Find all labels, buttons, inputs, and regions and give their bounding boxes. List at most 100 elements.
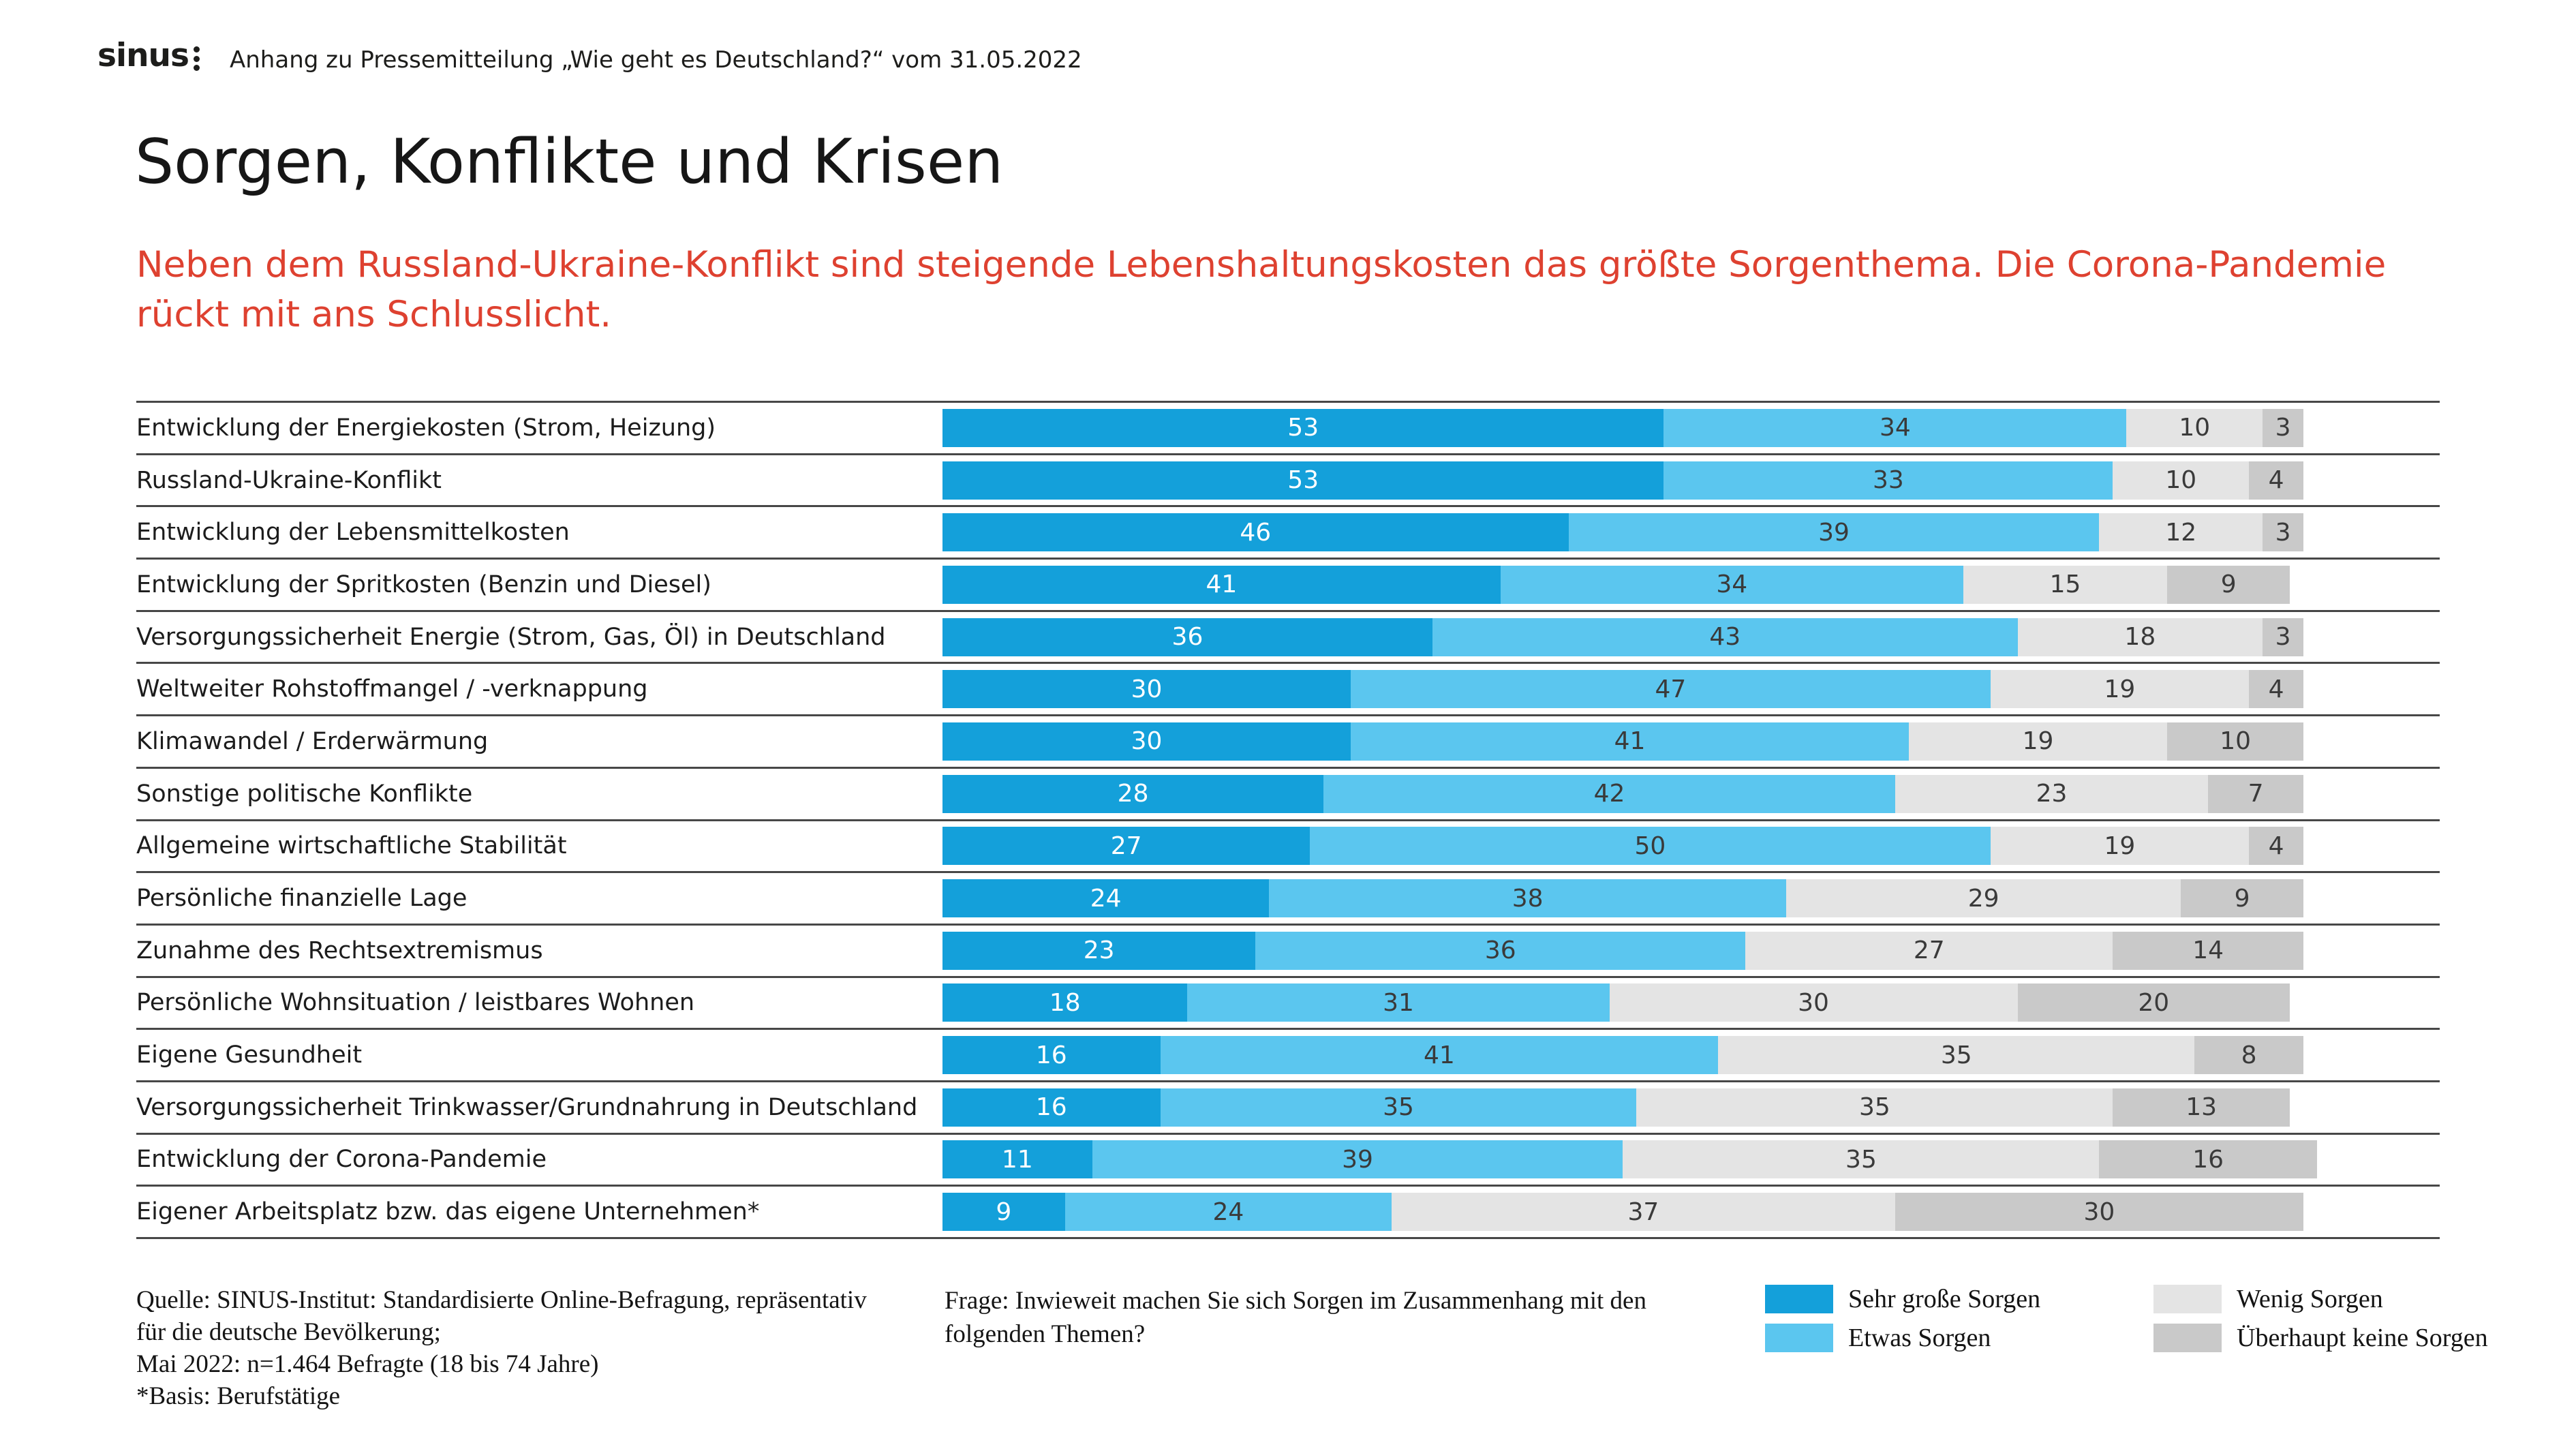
bar-segment-sehr-gro-e-sorgen: 36 bbox=[942, 617, 1432, 656]
stacked-bar: 30 41 19 10 bbox=[942, 722, 2303, 761]
bar-segment-etwas-sorgen: 24 bbox=[1064, 1193, 1392, 1232]
subtitle: Neben dem Russland-Ukraine-Konflikt sind… bbox=[136, 244, 2387, 336]
row-label: Allgemeine wirtschaftliche Stabilität bbox=[136, 832, 567, 860]
chart-row: Entwicklung der Corona-Pandemie 11 39 35 16 bbox=[136, 1132, 2440, 1185]
chart-row: Persönliche finanzielle Lage 24 38 29 9 bbox=[136, 871, 2440, 924]
bar-segment-etwas-sorgen: 34 bbox=[1663, 408, 2127, 447]
stacked-bar: 18 31 30 20 bbox=[942, 983, 2290, 1022]
stacked-bar: 28 42 23 7 bbox=[942, 774, 2303, 813]
legend-label: Überhaupt keine Sorgen bbox=[2237, 1324, 2488, 1352]
legend-label: Wenig Sorgen bbox=[2237, 1285, 2383, 1313]
row-label: Sonstige politische Konflikte bbox=[136, 780, 473, 808]
bar-segment-etwas-sorgen: 31 bbox=[1187, 983, 1610, 1022]
row-label: Persönliche Wohnsituation / leistbares W… bbox=[136, 989, 695, 1017]
bar-segment-etwas-sorgen: 41 bbox=[1351, 722, 1909, 761]
row-label: Entwicklung der Spritkosten (Benzin und … bbox=[136, 570, 711, 598]
bar-segment-sehr-gro-e-sorgen: 30 bbox=[942, 670, 1351, 709]
bar-segment-wenig-sorgen: 19 bbox=[1908, 722, 2168, 761]
bar-segment-etwas-sorgen: 43 bbox=[1432, 617, 2018, 656]
source-line: Mai 2022: n=1.464 Befragte (18 bis 74 Ja… bbox=[136, 1350, 599, 1378]
chart-row: Entwicklung der Lebensmittelkosten 46 39 12… bbox=[136, 505, 2440, 558]
bar-segment-berhaupt-keine-sorgen: 4 bbox=[2249, 461, 2303, 500]
source-line: Quelle: SINUS-Institut: Standardisierte … bbox=[136, 1286, 867, 1314]
source-line: *Basis: Berufstätige bbox=[136, 1382, 341, 1410]
chart-row: Persönliche Wohnsituation / leistbares W… bbox=[136, 975, 2440, 1028]
chart-row: Eigener Arbeitsplatz bzw. das eigene Unt… bbox=[136, 1185, 2440, 1237]
row-label: Entwicklung der Corona-Pandemie bbox=[136, 1146, 547, 1174]
bar-segment-sehr-gro-e-sorgen: 27 bbox=[942, 827, 1310, 866]
chart-row: Weltweiter Rohstoffmangel / -verknappung… bbox=[136, 662, 2440, 714]
row-label: Zunahme des Rechtsextremismus bbox=[136, 936, 543, 964]
bar-segment-wenig-sorgen: 27 bbox=[1745, 931, 2113, 970]
bar-segment-wenig-sorgen: 19 bbox=[1990, 670, 2250, 709]
chart-row: Klimawandel / Erderwärmung 30 41 19 10 bbox=[136, 714, 2440, 767]
row-label: Persönliche finanzielle Lage bbox=[136, 885, 467, 913]
bar-segment-etwas-sorgen: 41 bbox=[1160, 1036, 1719, 1075]
stacked-bar-chart: Entwicklung der Energiekosten (Strom, He… bbox=[136, 401, 2440, 1239]
stacked-bar: 53 34 10 3 bbox=[942, 408, 2303, 447]
bar-segment-berhaupt-keine-sorgen: 20 bbox=[2017, 983, 2290, 1022]
row-label: Versorgungssicherheit Trinkwasser/Grundn… bbox=[136, 1093, 918, 1121]
legend-column-gray: Wenig Sorgen Überhaupt keine Sorgen bbox=[2153, 1284, 2488, 1362]
bar-segment-wenig-sorgen: 37 bbox=[1391, 1193, 1895, 1232]
bar-segment-etwas-sorgen: 47 bbox=[1351, 670, 1991, 709]
source-line: für die deutsche Bevölkerung; bbox=[136, 1318, 441, 1346]
bar-segment-wenig-sorgen: 12 bbox=[2099, 513, 2263, 552]
row-label: Entwicklung der Energiekosten (Strom, He… bbox=[136, 414, 716, 442]
bar-segment-etwas-sorgen: 35 bbox=[1160, 1088, 1637, 1127]
row-label: Eigener Arbeitsplatz bzw. das eigene Unt… bbox=[136, 1198, 760, 1226]
legend-item-berhaupt-keine-sorgen: Überhaupt keine Sorgen bbox=[2153, 1323, 2488, 1353]
legend-swatch-icon bbox=[2153, 1285, 2222, 1313]
bar-segment-etwas-sorgen: 39 bbox=[1568, 513, 2100, 552]
question-line: folgenden Themen? bbox=[945, 1320, 1146, 1348]
sinus-logo-dots-icon bbox=[193, 46, 200, 71]
bar-segment-berhaupt-keine-sorgen: 4 bbox=[2249, 670, 2303, 709]
bar-segment-berhaupt-keine-sorgen: 7 bbox=[2208, 774, 2303, 813]
bar-segment-wenig-sorgen: 19 bbox=[1990, 827, 2250, 866]
legend-swatch-icon bbox=[1765, 1324, 1833, 1352]
legend-item-sehr-gro-e-sorgen: Sehr große Sorgen bbox=[1765, 1284, 2040, 1314]
bar-segment-sehr-gro-e-sorgen: 16 bbox=[942, 1088, 1161, 1127]
bar-segment-etwas-sorgen: 42 bbox=[1323, 774, 1895, 813]
bar-segment-wenig-sorgen: 30 bbox=[1609, 983, 2018, 1022]
legend-label: Etwas Sorgen bbox=[1848, 1324, 1991, 1352]
stacked-bar: 16 35 35 13 bbox=[942, 1088, 2290, 1127]
bar-segment-berhaupt-keine-sorgen: 10 bbox=[2167, 722, 2303, 761]
bar-segment-etwas-sorgen: 50 bbox=[1310, 827, 1991, 866]
question-line: Frage: Inwieweit machen Sie sich Sorgen … bbox=[945, 1287, 1646, 1315]
bar-segment-wenig-sorgen: 10 bbox=[2126, 408, 2263, 447]
bar-segment-wenig-sorgen: 15 bbox=[1963, 565, 2168, 604]
stacked-bar: 30 47 19 4 bbox=[942, 670, 2303, 709]
sinus-logo-text: sinus bbox=[97, 37, 189, 74]
bar-segment-wenig-sorgen: 35 bbox=[1636, 1088, 2113, 1127]
bar-segment-sehr-gro-e-sorgen: 46 bbox=[942, 513, 1569, 552]
bar-segment-berhaupt-keine-sorgen: 4 bbox=[2249, 827, 2303, 866]
bar-segment-etwas-sorgen: 38 bbox=[1269, 879, 1787, 918]
chart-row: Sonstige politische Konflikte 28 42 23 7 bbox=[136, 766, 2440, 819]
stacked-bar: 41 34 15 9 bbox=[942, 565, 2290, 604]
chart-row: Russland-Ukraine-Konflikt 53 33 10 4 bbox=[136, 453, 2440, 506]
bar-segment-wenig-sorgen: 35 bbox=[1718, 1036, 2195, 1075]
bar-segment-berhaupt-keine-sorgen: 3 bbox=[2263, 408, 2303, 447]
page-title: Sorgen, Konflikte und Krisen bbox=[135, 126, 1004, 198]
stacked-bar: 53 33 10 4 bbox=[942, 461, 2303, 500]
bar-segment-sehr-gro-e-sorgen: 53 bbox=[942, 461, 1664, 500]
row-label: Weltweiter Rohstoffmangel / -verknappung bbox=[136, 675, 648, 703]
bar-segment-wenig-sorgen: 23 bbox=[1895, 774, 2209, 813]
bar-segment-berhaupt-keine-sorgen: 9 bbox=[2181, 879, 2303, 918]
bar-segment-sehr-gro-e-sorgen: 24 bbox=[942, 879, 1270, 918]
bar-segment-sehr-gro-e-sorgen: 9 bbox=[942, 1193, 1065, 1232]
bar-segment-etwas-sorgen: 39 bbox=[1092, 1140, 1623, 1179]
bar-segment-wenig-sorgen: 18 bbox=[2017, 617, 2263, 656]
row-label: Eigene Gesundheit bbox=[136, 1041, 363, 1069]
stacked-bar: 24 38 29 9 bbox=[942, 879, 2303, 918]
row-label: Versorgungssicherheit Energie (Strom, Ga… bbox=[136, 623, 886, 651]
row-label: Entwicklung der Lebensmittelkosten bbox=[136, 519, 570, 547]
bar-segment-berhaupt-keine-sorgen: 13 bbox=[2113, 1088, 2290, 1127]
legend-label: Sehr große Sorgen bbox=[1848, 1285, 2041, 1313]
bar-segment-berhaupt-keine-sorgen: 8 bbox=[2194, 1036, 2303, 1075]
bar-segment-wenig-sorgen: 10 bbox=[2113, 461, 2250, 500]
chart-row: Eigene Gesundheit 16 41 35 8 bbox=[136, 1028, 2440, 1080]
bar-segment-sehr-gro-e-sorgen: 11 bbox=[942, 1140, 1092, 1179]
sinus-logo: sinus bbox=[97, 40, 200, 72]
